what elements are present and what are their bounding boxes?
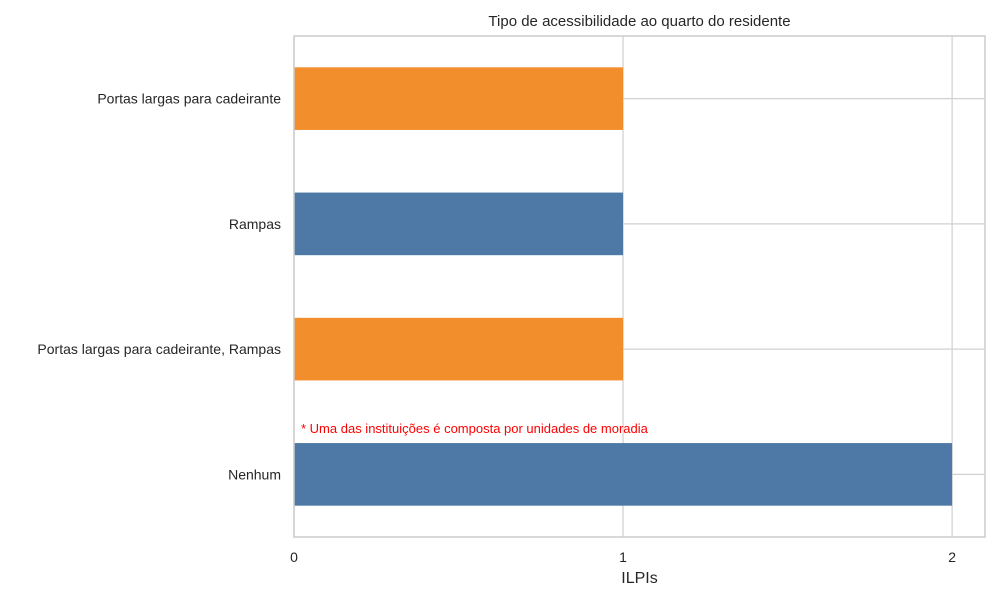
x-axis-label: ILPIs	[621, 570, 657, 587]
bar	[294, 67, 624, 130]
y-tick-label: Nenhum	[228, 466, 281, 482]
bar	[294, 317, 624, 381]
bars	[294, 67, 953, 506]
y-tick-label: Portas largas para cadeirante	[97, 91, 281, 107]
x-tick-label: 1	[619, 549, 627, 565]
y-tick-labels: Portas largas para cadeirante Rampas Porta…	[37, 91, 281, 483]
annotation-note: * Uma das instituições é composta por un…	[301, 421, 649, 436]
plot-frame	[293, 35, 986, 538]
y-tick-label: Rampas	[229, 216, 281, 232]
chart-title: Tipo de acessibilidade ao quarto do resi…	[488, 13, 790, 30]
bar	[294, 443, 953, 506]
x-tick-label: 0	[290, 549, 298, 565]
x-tick-label: 2	[948, 549, 956, 565]
y-tick-label: Portas largas para cadeirante, Rampas	[37, 341, 281, 357]
bar	[294, 192, 624, 256]
x-tick-labels: 0 1 2	[290, 549, 956, 565]
